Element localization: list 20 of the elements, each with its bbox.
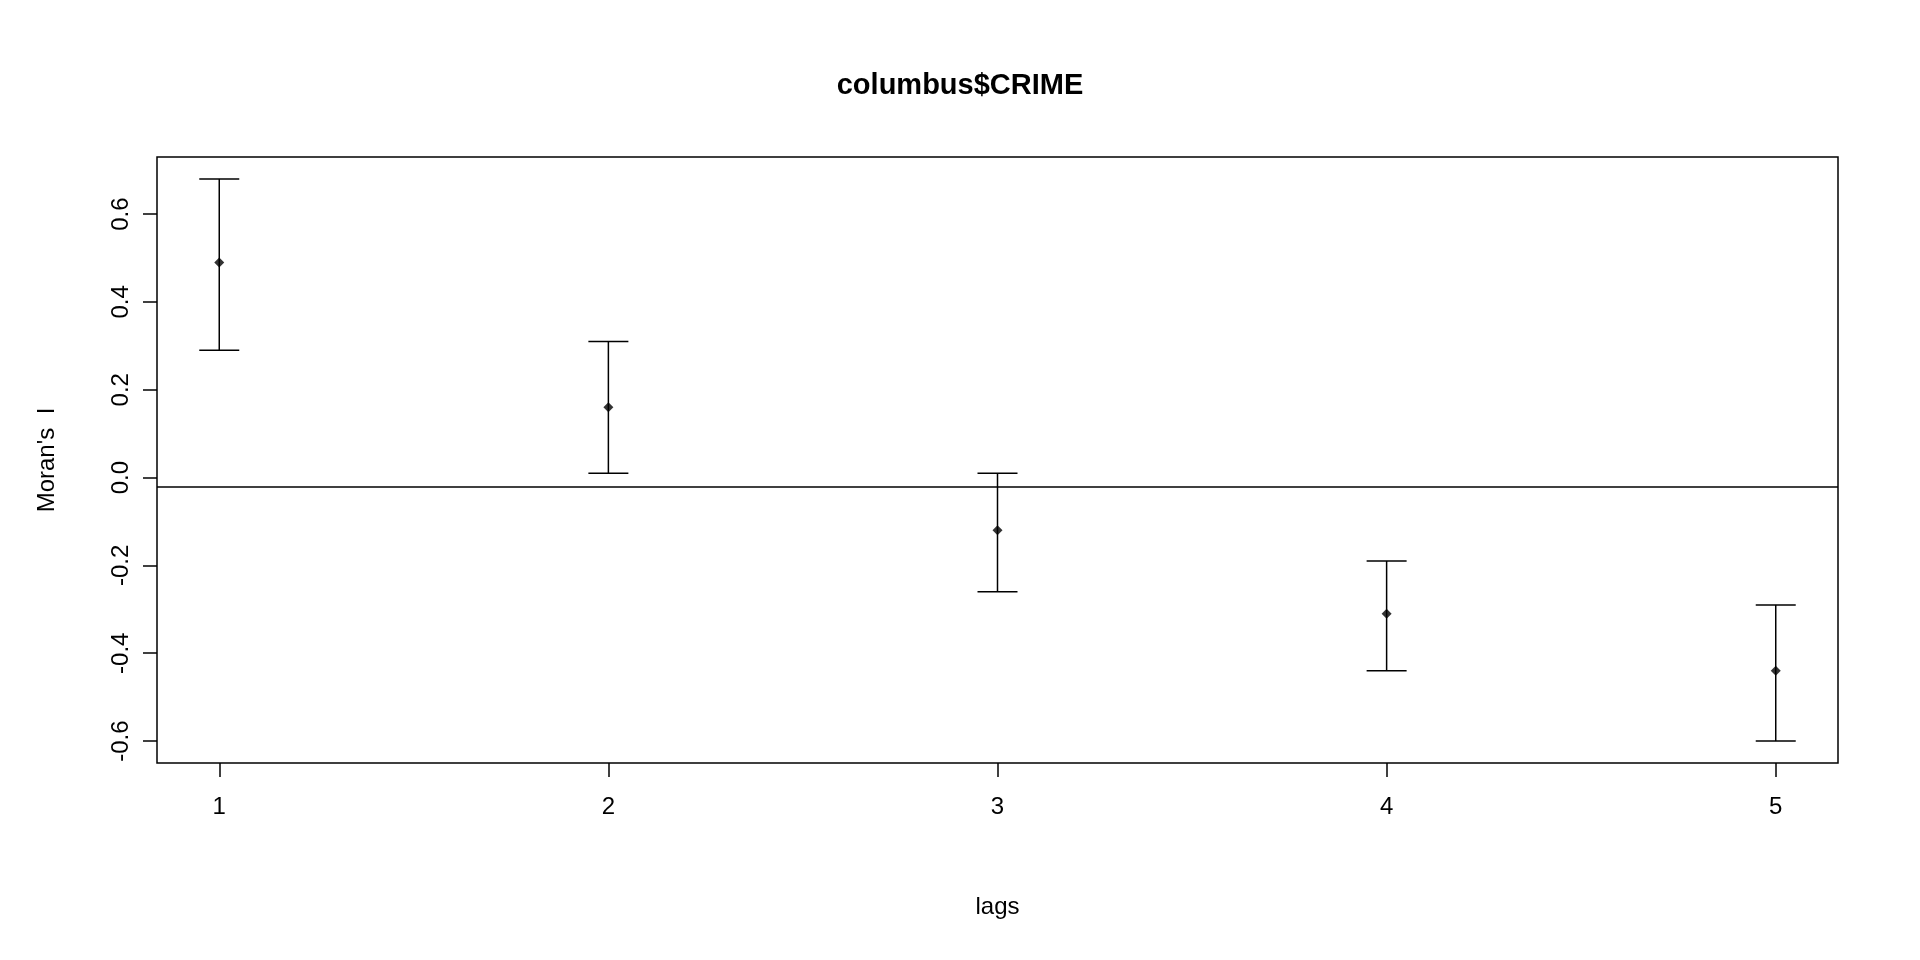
- y-tick-label: -0.4: [105, 632, 133, 674]
- y-tick-label: -0.6: [105, 720, 133, 762]
- point: [603, 402, 614, 413]
- x-tick-label: 2: [601, 791, 616, 819]
- y-tick-label: 0.0: [105, 460, 133, 495]
- x-tick-label: 5: [1769, 791, 1783, 819]
- chart-title: columbus$CRIME: [836, 67, 1084, 100]
- x-tick-label: 1: [212, 791, 226, 819]
- y-tick-label: 0.4: [105, 285, 133, 319]
- y-axis-title: Moran's I: [31, 407, 59, 513]
- y-tick-label: 0.2: [105, 373, 133, 407]
- y-tick-label: -0.2: [105, 544, 133, 587]
- x-axis-title: lags: [975, 891, 1020, 919]
- y-tick-label: 0.6: [105, 197, 133, 231]
- point: [1381, 608, 1392, 619]
- point: [1770, 665, 1781, 676]
- point: [214, 257, 225, 268]
- x-tick-label: 3: [990, 791, 1005, 819]
- point: [992, 525, 1003, 536]
- x-tick-label: 4: [1379, 791, 1394, 819]
